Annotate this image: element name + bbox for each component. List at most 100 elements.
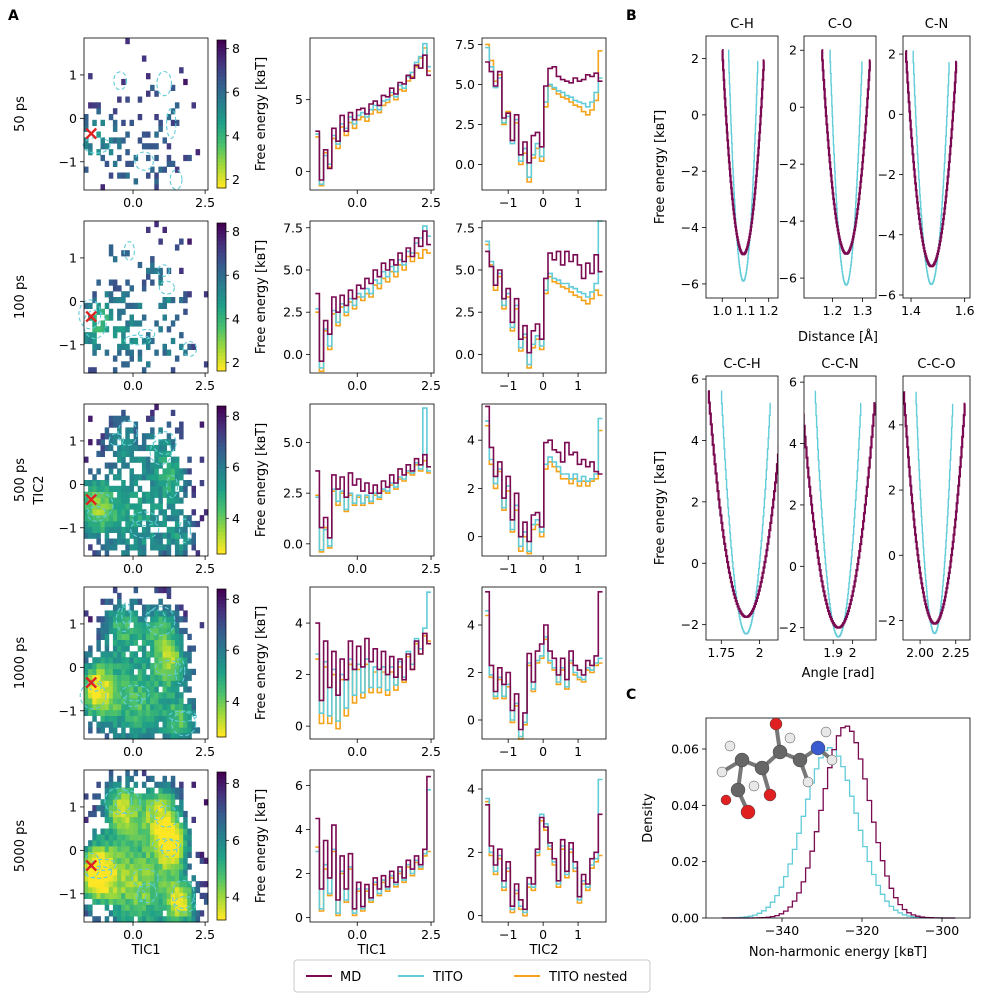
heatmap-cell — [129, 439, 134, 446]
heatmap-cell — [179, 297, 184, 304]
bond-y-tick-label: 2 — [691, 494, 699, 509]
heatmap-cell — [170, 538, 176, 545]
heatmap-cell — [150, 415, 155, 422]
heatmap-cell — [179, 627, 184, 635]
heatmap-cell — [121, 686, 126, 693]
heatmap-cell — [150, 793, 155, 800]
heatmap-cell — [104, 816, 110, 823]
heatmap-cell — [166, 604, 172, 611]
heatmap-cell — [150, 703, 155, 711]
heatmap-cell — [174, 898, 180, 905]
heatmap-cell — [150, 680, 155, 687]
heatmap-cell — [162, 692, 167, 699]
colorbar-segment — [217, 714, 226, 719]
heatmap-cell — [150, 721, 155, 728]
heatmap-cell — [125, 822, 130, 829]
colorbar-segment — [217, 849, 226, 854]
heatmap-cell — [166, 793, 172, 800]
colorbar-segment — [217, 655, 226, 660]
contour — [104, 787, 133, 815]
heatmap-cell — [133, 598, 139, 605]
heatmap-cell — [117, 421, 122, 428]
molecule-atom — [784, 732, 796, 744]
colorbar-segment — [217, 69, 226, 74]
colorbar-segment — [217, 169, 226, 174]
heatmap-cell — [104, 474, 110, 481]
heatmap-cell — [137, 444, 143, 452]
colorbar-segment — [217, 274, 226, 279]
colorbar-segment — [217, 304, 226, 309]
heatmap-cell — [84, 480, 89, 487]
heatmap-cell — [179, 692, 184, 699]
heatmap-cell — [117, 137, 122, 144]
colorbar-segment — [217, 345, 226, 350]
heatmap-cell — [183, 875, 188, 882]
molecule-atom — [740, 804, 756, 820]
heatmap-cell — [166, 698, 172, 705]
heatmap-cell — [141, 910, 147, 917]
heatmap-cell — [183, 680, 188, 687]
heatmap-cell — [117, 645, 122, 652]
angle-ylabel: Free energy [kʙT] — [653, 451, 668, 565]
heatmap-cell — [162, 787, 167, 794]
heatmap-cell — [125, 645, 130, 652]
heatmap-cell — [137, 355, 143, 362]
heatmap-cell — [121, 822, 126, 829]
heatmap-cell — [117, 604, 122, 611]
heatmap-cell — [166, 433, 172, 440]
heatmap-cell — [183, 308, 188, 315]
heatmap-cell — [100, 184, 105, 191]
heatmap-cell — [129, 805, 134, 812]
bond-x-tick-label: 2.00 — [906, 645, 934, 660]
heatmap-cell — [166, 863, 172, 870]
heatmap-cell — [112, 810, 118, 818]
heatmap-cell — [158, 875, 163, 882]
heatmap-frame — [83, 220, 209, 374]
heatmap-cell — [84, 863, 89, 870]
heatmap-cell — [154, 881, 159, 888]
heatmap-cell — [174, 668, 180, 675]
density-x-tick-label: −340 — [765, 923, 799, 938]
heatmap-cell — [158, 267, 163, 274]
heatmap-cell — [158, 898, 163, 905]
heatmap-cell — [96, 491, 101, 498]
heatmap-cell — [125, 131, 130, 138]
heatmap-cell — [141, 692, 147, 699]
heatmap-y-tick-label: 1 — [69, 67, 77, 82]
heatmap-cell — [112, 587, 118, 594]
heatmap-cell — [174, 645, 180, 652]
heatmap-cell — [162, 444, 167, 452]
heatmap-cell — [125, 703, 130, 711]
colorbar-segment — [217, 790, 226, 795]
heatmap-cell — [121, 308, 126, 315]
heatmap-cell — [129, 651, 134, 658]
heatmap-cell — [170, 503, 176, 510]
heatmap-cell — [104, 538, 110, 545]
heatmap-cell — [100, 857, 105, 864]
heatmap-cell — [199, 515, 205, 522]
heatmap-cell — [174, 698, 180, 705]
heatmap-cell — [112, 509, 118, 516]
heatmap-cell — [96, 480, 101, 487]
heatmap-cell — [174, 538, 180, 545]
heatmap-cell — [121, 715, 126, 722]
heatmap-cell — [129, 709, 134, 716]
heatmap-cell — [174, 610, 180, 617]
colorbar-segment — [217, 614, 226, 620]
colorbar-segment — [217, 337, 226, 342]
heatmap-cell — [104, 598, 110, 605]
heatmap-cell — [195, 916, 201, 923]
tic1-plot-x-tick-label: 0.0 — [347, 561, 367, 576]
heatmap-cell — [108, 692, 114, 699]
heatmap-cell — [104, 532, 110, 539]
legend-frame — [293, 959, 651, 993]
heatmap-cell — [112, 462, 118, 469]
tic2-plot-y-tick-label: 0 — [467, 908, 475, 923]
heatmap-cell — [183, 610, 188, 617]
heatmap-cell — [137, 657, 143, 664]
contour — [169, 169, 183, 190]
colorbar-segment — [217, 468, 226, 474]
heatmap-cell — [117, 657, 122, 664]
tic2-plot-y-tick-label: 0 — [467, 713, 475, 728]
heatmap-cell — [125, 503, 130, 510]
